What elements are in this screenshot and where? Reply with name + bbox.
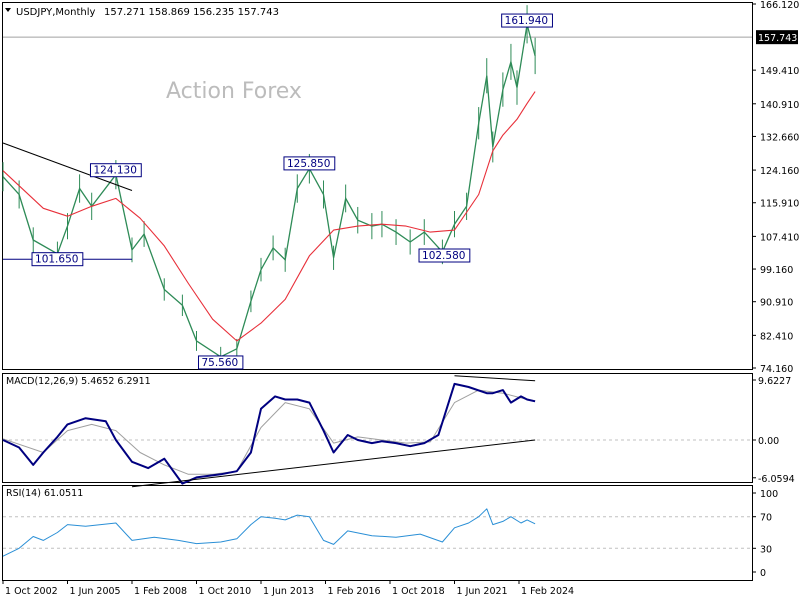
price-y-tick-label: 132.660 [760,132,799,143]
price-y-tick-label: 82.410 [760,331,793,342]
rsi-y-tick-label: 70 [760,513,772,524]
x-tick-label: 1 Jun 2005 [70,586,121,597]
rsi-panel-frame [2,485,753,581]
ohlc-readout: 157.271 158.869 156.235 157.743 [104,7,279,18]
current-price-label: 157.743 [758,33,797,44]
x-tick-label: 1 Feb 2024 [521,586,574,597]
x-tick-label: 1 Feb 2016 [328,586,381,597]
price-annotation-label: 124.130 [93,165,136,177]
x-tick-label: 1 Oct 2018 [392,586,445,597]
macd-signal-line [2,389,536,475]
x-tick-label: 1 Jun 2013 [263,586,314,597]
price-annotation-box [197,355,244,370]
price-panel-frame [2,2,753,370]
macd-line [2,382,536,485]
rsi-plot [2,508,752,557]
watermark: Action Forex [166,79,302,104]
rsi-line [2,508,536,557]
price-annotation-label: 75.560 [201,357,238,369]
price-annotation-label: 161.940 [505,15,548,27]
price-y-tick-label: 107.410 [760,232,799,243]
macd-y-tick-label: -6.0594 [758,474,795,485]
price-y-tick-label: 74.160 [760,364,793,375]
price-annotation-box [31,252,84,267]
price-y-tick-label: 90.910 [760,298,793,309]
x-tick-label: 1 Oct 2002 [5,586,58,597]
price-annotation-box [418,248,471,263]
price-annotation-box [283,156,336,171]
price-annotation-label: 101.650 [35,254,78,266]
current-price-badge [756,30,798,45]
price-plot: 161.940 124.130 125.850 101.650 102.580 75.56… [2,5,553,370]
price-y-tick-label: 140.910 [760,100,799,111]
rsi-y-tick-label: 30 [760,544,772,555]
x-tick-label: 1 Jun 2021 [457,586,508,597]
macd-y-tick-label: 0.00 [758,436,779,447]
price-y-tick-label: 166.120 [760,0,799,11]
macd-trendline [454,375,536,382]
price-y-tick-label: 115.910 [760,199,799,210]
macd-trendline [131,439,536,488]
sma-line [2,91,536,342]
symbol-label: USDJPY,Monthly [16,7,96,18]
macd-plot [2,375,752,488]
price-annotation-label: 102.580 [422,250,465,262]
price-y-tick-label: 99.160 [760,265,793,276]
rsi-y-tick-label: 100 [760,489,778,500]
price-annotation-box [89,163,142,178]
x-tick-label: 1 Feb 2008 [134,586,187,597]
price-y-tick-label: 149.410 [760,66,799,77]
price-annotation-label: 125.850 [287,158,330,170]
price-annotation-box [501,13,553,28]
dropdown-triangle-icon[interactable] [5,8,11,12]
x-tick-label: 1 Oct 2010 [199,586,252,597]
rsi-title: RSI(14) 61.0511 [6,488,83,499]
macd-y-tick-label: 9.6227 [758,376,791,387]
price-trendline [2,142,133,191]
rsi-y-tick-label: 0 [760,568,766,579]
macd-panel-frame [2,373,753,483]
price-y-tick-label: 124.160 [760,166,799,177]
macd-title: MACD(12,26,9) 5.4652 6.2911 [6,376,151,387]
